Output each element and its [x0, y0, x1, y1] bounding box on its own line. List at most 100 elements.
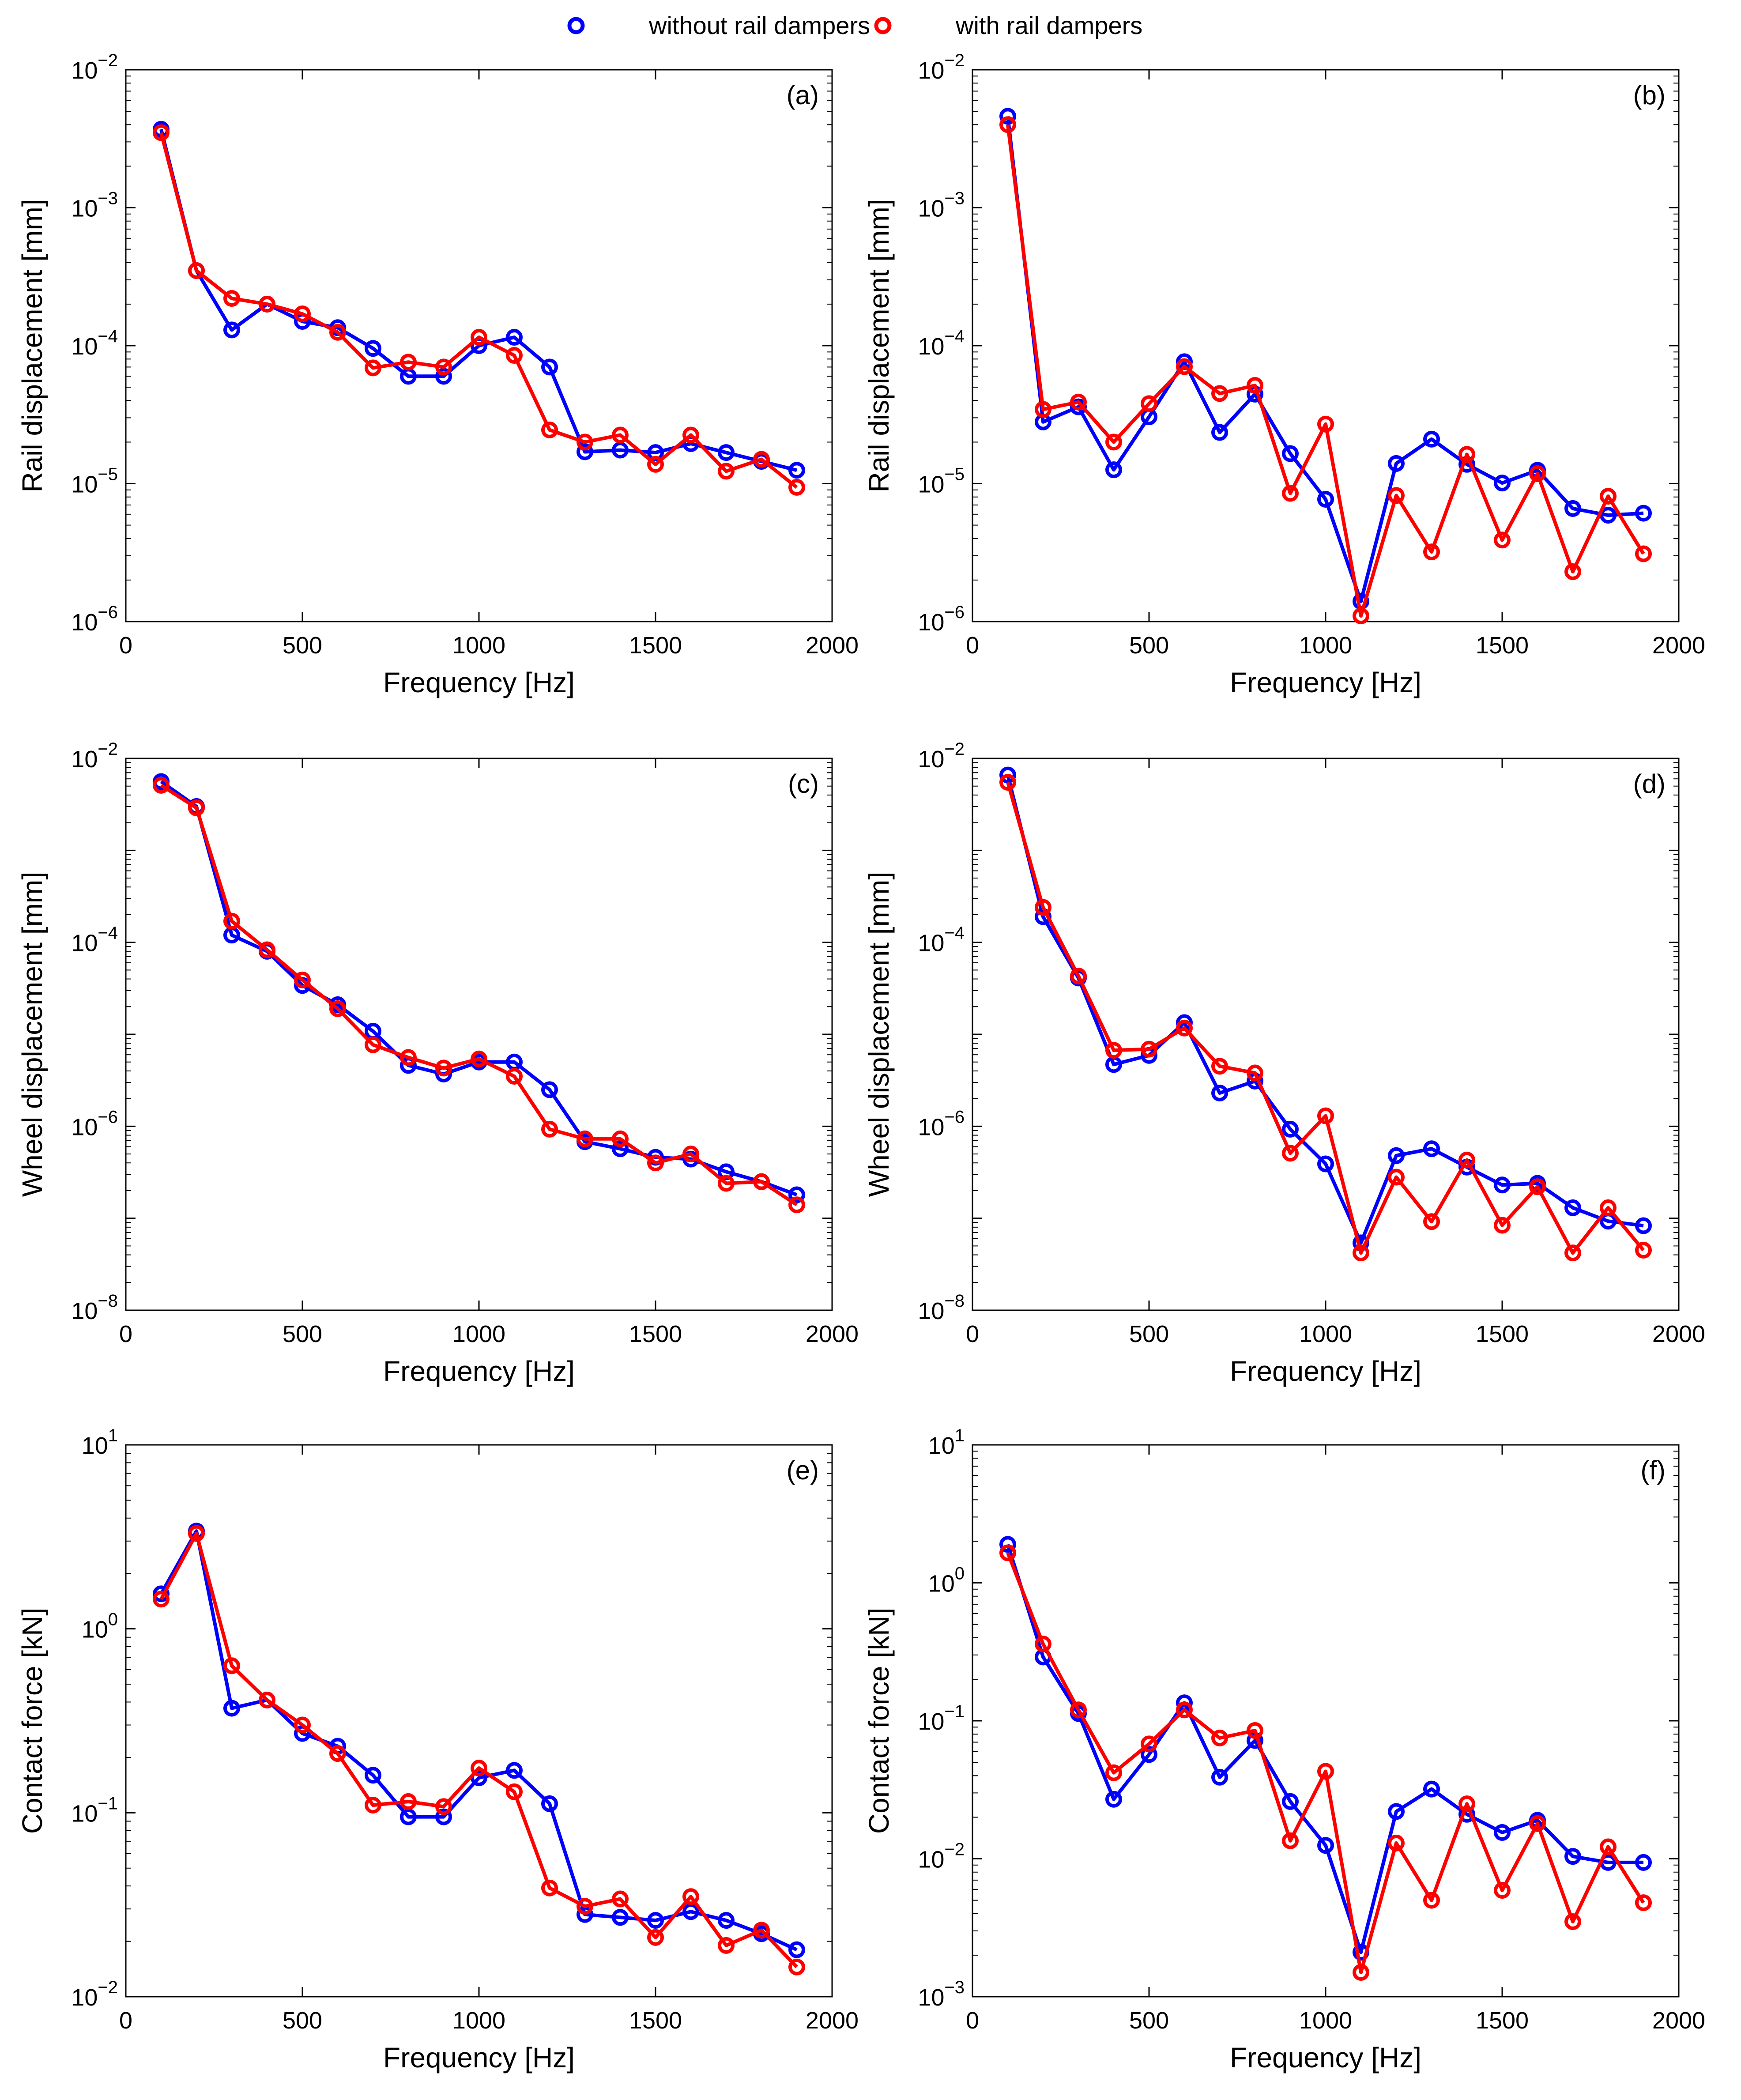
data-point	[1247, 1064, 1263, 1082]
x-tick-label: 2000	[1652, 632, 1705, 659]
panel-letter: (b)	[1633, 80, 1666, 110]
data-point	[329, 1745, 346, 1762]
y-tick-label: 10−3	[918, 189, 965, 222]
x-tick-label: 500	[283, 2007, 322, 2034]
data-point	[365, 359, 381, 377]
data-point	[1494, 1217, 1511, 1234]
data-point	[1282, 1832, 1299, 1849]
data-point	[188, 1525, 205, 1542]
y-tick-label: 10−2	[918, 1840, 965, 1873]
x-tick-label: 1000	[452, 1321, 505, 1347]
y-axis-label: Rail displacement [mm]	[16, 199, 48, 492]
data-point	[435, 1798, 452, 1815]
data-point	[506, 1067, 523, 1085]
x-tick-label: 2000	[806, 632, 859, 659]
data-point	[577, 443, 593, 460]
data-point	[999, 116, 1016, 133]
data-point	[647, 1154, 664, 1172]
y-tick-label: 100	[928, 1564, 965, 1597]
data-point	[1105, 1764, 1122, 1781]
data-point	[1211, 1084, 1228, 1101]
x-tick-label: 1000	[452, 2007, 505, 2034]
data-point	[1317, 490, 1334, 508]
plot-frame	[972, 69, 1680, 622]
data-point	[1141, 1746, 1157, 1763]
y-axis-label: Rail displacement [mm]	[863, 199, 895, 492]
data-point	[259, 295, 275, 313]
data-point	[1317, 1155, 1334, 1173]
data-point	[1494, 475, 1511, 492]
legend-without-marker	[567, 17, 585, 34]
plot-frame	[972, 758, 1680, 1311]
data-point	[1564, 1913, 1581, 1930]
data-point	[1317, 415, 1334, 433]
data-point	[682, 1903, 699, 1920]
data-point	[188, 799, 205, 817]
data-point	[1176, 1019, 1193, 1037]
series-without	[153, 1523, 805, 1958]
data-point	[788, 479, 805, 496]
data-point	[788, 1196, 805, 1214]
x-tick-label: 1500	[1476, 2007, 1529, 2034]
data-point	[1635, 1894, 1652, 1911]
data-point	[506, 1783, 523, 1800]
panel-f: 0 500 1000 1500 2000 10−3 10−2 10−1 100 101 Freque…	[863, 1426, 1705, 2074]
y-tick-label: 10−6	[71, 1107, 118, 1140]
data-point	[788, 1186, 805, 1203]
data-point	[1141, 1735, 1157, 1753]
data-point	[223, 321, 240, 339]
data-point	[400, 354, 417, 371]
data-point	[541, 1879, 558, 1896]
data-point	[1494, 1882, 1511, 1899]
legend-without-label: without rail dampers	[648, 11, 870, 39]
x-tick-label: 1500	[1476, 1321, 1529, 1347]
data-point	[1423, 1780, 1440, 1798]
data-point	[1105, 1791, 1122, 1808]
y-tick-label: 10−5	[918, 465, 965, 498]
data-point	[682, 1146, 699, 1163]
data-point	[1353, 607, 1369, 625]
data-point	[541, 421, 558, 438]
data-point	[718, 463, 735, 480]
data-point	[153, 1591, 170, 1608]
data-point	[294, 305, 311, 322]
x-tick-label: 500	[1129, 632, 1169, 659]
data-point	[718, 1175, 735, 1192]
data-point	[577, 1898, 593, 1915]
data-point	[1176, 358, 1193, 375]
data-point	[153, 777, 170, 794]
data-point	[1070, 393, 1087, 411]
data-point	[1353, 1244, 1369, 1262]
y-tick-label: 10−8	[71, 1291, 118, 1324]
panel-b: 0 500 1000 1500 2000 10−6 10−5 10−4 10−3 10−2 Freq…	[863, 51, 1705, 698]
series-without	[999, 766, 1652, 1252]
data-point	[647, 456, 664, 473]
data-point	[471, 1760, 487, 1777]
x-tick-label: 0	[119, 2007, 132, 2034]
data-point	[471, 329, 487, 346]
series-with	[999, 116, 1652, 625]
data-point	[1600, 1838, 1617, 1855]
y-tick-label: 10−2	[71, 51, 118, 84]
x-axis-label: Frequency [Hz]	[383, 667, 575, 698]
data-point	[223, 1700, 240, 1717]
x-tick-label: 1000	[452, 632, 505, 659]
x-axis-label: Frequency [Hz]	[1230, 2042, 1421, 2074]
data-point	[1458, 446, 1475, 463]
panel-d: 0 500 1000 1500 2000 10−8 10−6 10−4 10−2 Frequenc…	[863, 739, 1705, 1387]
data-point	[1035, 1636, 1051, 1653]
data-point	[188, 262, 205, 279]
data-point	[577, 434, 593, 451]
y-tick-label: 10−5	[71, 465, 118, 498]
data-point	[365, 1797, 381, 1814]
data-point	[647, 1929, 664, 1946]
x-tick-label: 0	[119, 632, 132, 659]
panels: 0 500 1000 1500 200010−610−510−410−310−2Freq…	[16, 51, 1705, 2074]
series-line	[1006, 1552, 1645, 1974]
data-point	[682, 426, 699, 444]
data-point	[223, 1657, 240, 1674]
data-point	[1211, 1768, 1228, 1786]
y-axis-label: Wheel displacement [mm]	[16, 872, 48, 1197]
data-point	[1564, 500, 1581, 517]
